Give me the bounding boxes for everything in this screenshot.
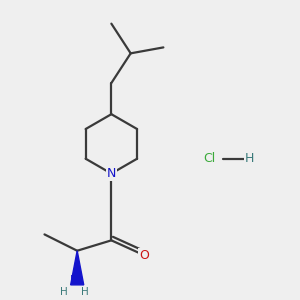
Text: N: N	[70, 275, 78, 285]
Text: H: H	[81, 287, 88, 297]
Text: N: N	[107, 167, 116, 180]
Text: H: H	[60, 287, 68, 297]
Text: H: H	[245, 152, 254, 165]
Text: Cl: Cl	[203, 152, 216, 165]
Text: O: O	[139, 249, 149, 262]
Polygon shape	[70, 251, 84, 285]
